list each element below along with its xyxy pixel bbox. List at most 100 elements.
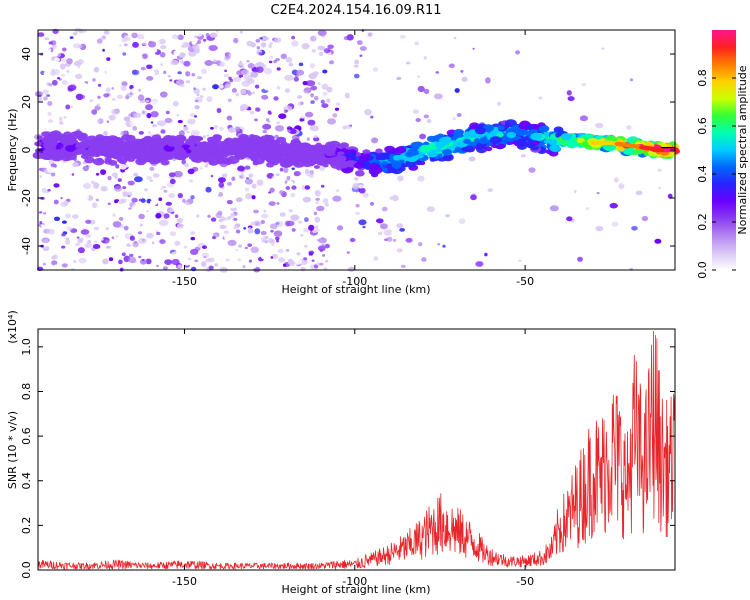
spectrogram-signal-blob: [163, 135, 174, 142]
spectrogram-noise-blob: [219, 84, 224, 89]
spectrogram-noise-blob: [133, 172, 139, 177]
spectrogram-noise-blob: [138, 213, 145, 220]
spectrogram-noise-blob: [127, 194, 131, 198]
spectrogram-noise-blob: [216, 107, 222, 114]
spectrogram-signal-blob: [43, 151, 51, 157]
spectrogram-noise-blob: [174, 240, 181, 246]
spectrogram-noise-blob: [177, 71, 182, 75]
spectrogram-noise-blob: [270, 239, 276, 244]
spectrogram-noise-blob: [319, 249, 324, 252]
spectrogram-noise-blob: [131, 197, 138, 203]
spectrogram-noise-blob: [105, 239, 110, 244]
spectrogram-noise-blob: [459, 43, 464, 47]
snr-y-axis-label: SNR (10 * v/v): [6, 411, 19, 489]
spectrogram-noise-blob: [212, 236, 216, 240]
spectrogram-noise-blob: [82, 114, 88, 119]
spectrogram-noise-blob: [103, 30, 110, 35]
spectrogram-noise-blob: [322, 69, 328, 74]
spectrogram-noise-blob: [177, 264, 182, 269]
spectrogram-noise-blob: [318, 237, 328, 244]
spectrogram-noise-blob: [417, 85, 425, 93]
spectrogram-signal-blob: [104, 159, 113, 165]
spectrogram-noise-blob: [72, 43, 81, 49]
spectrogram-noise-blob: [167, 75, 171, 78]
spectrogram-noise-blob: [260, 246, 268, 252]
spectrogram-signal-blob: [321, 144, 330, 151]
spectrogram-noise-blob: [47, 111, 52, 116]
spectrogram-y-tick-label: 20: [20, 95, 33, 109]
spectrogram-noise-blob: [283, 167, 289, 173]
spectrogram-noise-blob: [256, 179, 264, 186]
spectrogram-noise-blob: [328, 60, 335, 65]
spectrogram-noise-blob: [169, 178, 176, 185]
spectrogram-noise-blob: [262, 130, 267, 134]
spectrogram-noise-blob: [253, 209, 259, 214]
spectrogram-noise-blob: [400, 34, 406, 39]
spectrogram-noise-blob: [315, 197, 320, 201]
spectrogram-y-tick-label: -40: [20, 237, 33, 255]
spectrogram-signal-blob: [369, 162, 380, 170]
spectrogram-noise-blob: [122, 130, 128, 135]
spectrogram-noise-blob: [256, 46, 260, 50]
spectrogram-noise-blob: [268, 60, 273, 64]
spectrogram-noise-blob: [37, 32, 45, 37]
spectrogram-noise-blob: [397, 175, 404, 182]
spectrogram-noise-blob: [190, 231, 196, 235]
spectrogram-noise-blob: [136, 222, 141, 227]
spectrogram-noise-blob: [326, 98, 331, 103]
spectrogram-signal-blob: [415, 161, 422, 166]
spectrogram-noise-blob: [88, 165, 91, 168]
spectrogram-noise-blob: [171, 34, 179, 40]
spectrogram-noise-blob: [237, 258, 241, 261]
spectrogram-noise-blob: [133, 112, 142, 118]
spectrogram-noise-blob: [111, 87, 115, 90]
colorbar-tick-label: 0.8: [696, 69, 709, 87]
spectrogram-noise-blob: [39, 221, 43, 224]
spectrogram-noise-blob: [200, 95, 204, 98]
spectrogram-noise-blob: [82, 165, 89, 172]
spectrogram-noise-blob: [72, 162, 79, 168]
spectrogram-noise-blob: [106, 57, 111, 61]
spectrogram-signal-blob: [266, 162, 275, 168]
spectrogram-noise-blob: [279, 190, 284, 195]
spectrogram-noise-blob: [399, 228, 405, 232]
spectrogram-noise-blob: [271, 174, 280, 181]
spectrogram-noise-blob: [191, 73, 196, 77]
spectrogram-noise-blob: [186, 202, 190, 206]
spectrogram-noise-blob: [314, 216, 321, 223]
spectrogram-noise-blob: [300, 233, 304, 237]
spectrogram-noise-blob: [497, 101, 501, 106]
spectrogram-noise-blob: [67, 91, 71, 96]
spectrogram-noise-blob: [298, 62, 304, 67]
spectrogram-noise-blob: [156, 264, 159, 268]
spectrogram-noise-blob: [164, 259, 173, 265]
spectrogram-noise-blob: [251, 195, 256, 200]
spectrogram-noise-blob: [163, 70, 167, 74]
snr-frame: [37, 328, 676, 571]
spectrogram-noise-blob: [141, 185, 145, 189]
spectrogram-noise-blob: [160, 129, 166, 134]
spectrogram-noise-blob: [132, 204, 141, 211]
spectrogram-y-tick-label: 0: [20, 147, 33, 154]
spectrogram-noise-blob: [629, 78, 634, 82]
spectrogram-noise-blob: [159, 165, 163, 170]
spectrogram-noise-blob: [176, 80, 180, 84]
spectrogram-noise-blob: [390, 231, 400, 238]
spectrogram-noise-blob: [547, 31, 552, 35]
spectrogram-noise-blob: [247, 63, 255, 69]
spectrogram-noise-blob: [291, 185, 297, 190]
spectrogram-noise-blob: [299, 118, 303, 122]
spectrogram-noise-blob: [370, 115, 374, 119]
spectrogram-noise-blob: [97, 126, 102, 129]
spectrogram-noise-blob: [252, 91, 256, 95]
spectrogram-signal-blob: [125, 140, 136, 148]
spectrogram-noise-blob: [396, 223, 403, 229]
spectrogram-noise-blob: [112, 213, 116, 217]
spectrogram-noise-blob: [596, 191, 600, 195]
spectrogram-noise-blob: [156, 99, 164, 107]
spectrogram-noise-blob: [299, 50, 307, 57]
spectrogram-noise-blob: [273, 37, 282, 43]
spectrogram-noise-blob: [132, 125, 138, 131]
spectrogram-noise-blob: [377, 231, 383, 235]
spectrogram-noise-blob: [83, 182, 92, 189]
